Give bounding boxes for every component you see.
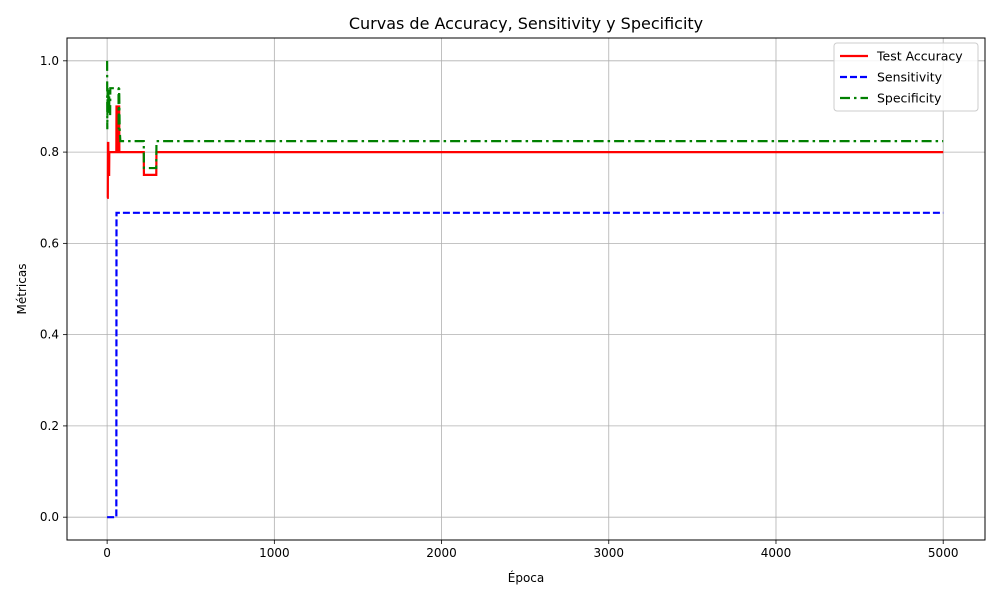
x-tick-label: 5000 xyxy=(928,546,959,560)
y-tick-label: 0.0 xyxy=(40,510,59,524)
series-line-specificity xyxy=(106,60,944,170)
chart-title: Curvas de Accuracy, Sensitivity y Specif… xyxy=(349,14,703,33)
series-lines xyxy=(106,60,944,519)
x-tick-label: 2000 xyxy=(426,546,457,560)
legend-box xyxy=(833,42,979,112)
y-tick-label: 0.6 xyxy=(40,236,59,250)
legend-label-sensitivity: Sensitivity xyxy=(877,70,943,85)
legend-label-specificity: Specificity xyxy=(877,91,942,106)
y-tick-label: 0.2 xyxy=(40,419,59,433)
y-tick-label: 1.0 xyxy=(40,54,59,68)
legend-label-test-accuracy: Test Accuracy xyxy=(876,49,963,64)
x-axis-label: Época xyxy=(508,570,545,585)
x-tick-label: 3000 xyxy=(593,546,624,560)
x-tick-label: 0 xyxy=(103,546,111,560)
y-tick-label: 0.4 xyxy=(40,328,59,342)
x-tick-label: 1000 xyxy=(259,546,290,560)
x-tick-label: 4000 xyxy=(761,546,792,560)
series-line-sensitivity xyxy=(107,211,944,519)
legend: Test Accuracy Sensitivity Specificity xyxy=(833,42,979,112)
y-tick-label: 0.8 xyxy=(40,145,59,159)
axis-ticks: 0 1000 2000 3000 4000 5000 0.0 0.2 0.4 0.6 0.8 1.0 xyxy=(40,54,959,560)
plot-frame xyxy=(66,37,986,541)
y-axis-label: Métricas xyxy=(15,264,29,315)
